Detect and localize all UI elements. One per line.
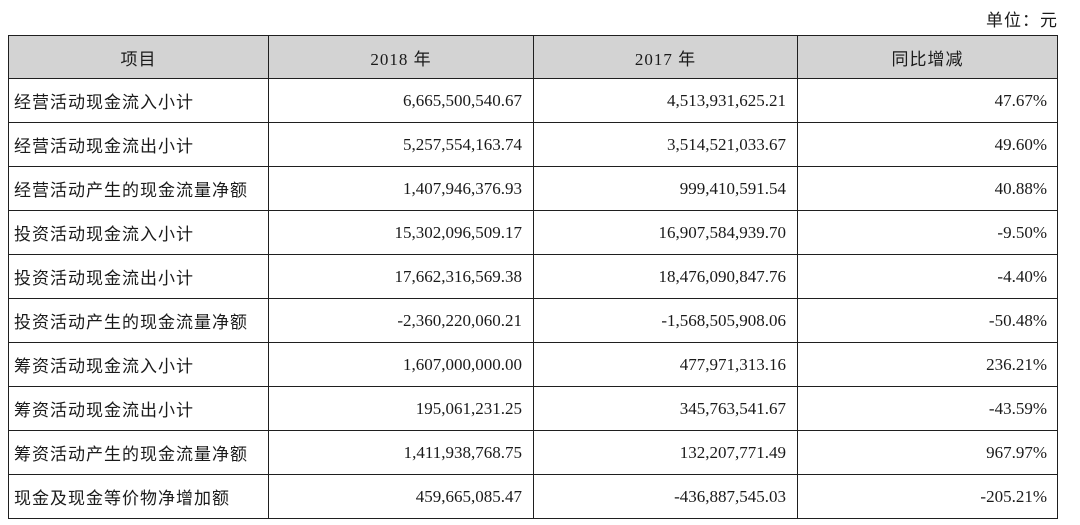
cell-item-label: 筹资活动现金流出小计 [8, 386, 269, 431]
cell-value-2017: 4,513,931,625.21 [533, 78, 798, 123]
table-row: 筹资活动产生的现金流量净额 1,411,938,768.75 132,207,7… [8, 430, 1058, 475]
cell-item-label: 经营活动产生的现金流量净额 [8, 166, 269, 211]
cell-value-2017: 18,476,090,847.76 [533, 254, 798, 299]
cell-value-2018: 459,665,085.47 [268, 474, 534, 519]
cell-item-label: 筹资活动现金流入小计 [8, 342, 269, 387]
cell-value-2017: -1,568,505,908.06 [533, 298, 798, 343]
header-cell-change: 同比增减 [797, 35, 1058, 79]
cell-value-2018: 1,411,938,768.75 [268, 430, 534, 475]
header-cell-2017: 2017 年 [533, 35, 798, 79]
cell-value-2017: 477,971,313.16 [533, 342, 798, 387]
cash-flow-table: 项目 2018 年 2017 年 同比增减 经营活动现金流入小计 6,665,5… [8, 35, 1058, 519]
table-row: 现金及现金等价物净增加额 459,665,085.47 -436,887,545… [8, 474, 1058, 519]
table-row: 投资活动现金流入小计 15,302,096,509.17 16,907,584,… [8, 210, 1058, 255]
cell-value-2018: 195,061,231.25 [268, 386, 534, 431]
cell-value-change: -9.50% [797, 210, 1058, 255]
unit-label: 单位：元 [986, 11, 1058, 30]
cell-value-2017: -436,887,545.03 [533, 474, 798, 519]
cell-value-change: -4.40% [797, 254, 1058, 299]
cell-value-2018: 6,665,500,540.67 [268, 78, 534, 123]
cell-value-2018: 5,257,554,163.74 [268, 122, 534, 167]
table-row: 投资活动产生的现金流量净额 -2,360,220,060.21 -1,568,5… [8, 298, 1058, 343]
table-row: 经营活动现金流入小计 6,665,500,540.67 4,513,931,62… [8, 78, 1058, 123]
cell-value-2018: 15,302,096,509.17 [268, 210, 534, 255]
table-row: 筹资活动现金流出小计 195,061,231.25 345,763,541.67… [8, 386, 1058, 431]
cell-value-2017: 999,410,591.54 [533, 166, 798, 211]
cell-value-change: 967.97% [797, 430, 1058, 475]
table-body: 经营活动现金流入小计 6,665,500,540.67 4,513,931,62… [8, 78, 1058, 519]
table-row: 经营活动产生的现金流量净额 1,407,946,376.93 999,410,5… [8, 166, 1058, 211]
cell-value-change: 47.67% [797, 78, 1058, 123]
cell-value-change: 236.21% [797, 342, 1058, 387]
cell-value-2017: 16,907,584,939.70 [533, 210, 798, 255]
cell-value-change: -50.48% [797, 298, 1058, 343]
cell-item-label: 投资活动产生的现金流量净额 [8, 298, 269, 343]
cell-value-2017: 132,207,771.49 [533, 430, 798, 475]
cell-value-2018: -2,360,220,060.21 [268, 298, 534, 343]
cell-item-label: 现金及现金等价物净增加额 [8, 474, 269, 519]
cell-value-2017: 345,763,541.67 [533, 386, 798, 431]
cell-value-change: 40.88% [797, 166, 1058, 211]
cell-value-2017: 3,514,521,033.67 [533, 122, 798, 167]
cell-value-change: -43.59% [797, 386, 1058, 431]
header-cell-item: 项目 [8, 35, 269, 79]
cell-item-label: 投资活动现金流出小计 [8, 254, 269, 299]
table-row: 投资活动现金流出小计 17,662,316,569.38 18,476,090,… [8, 254, 1058, 299]
cell-value-change: 49.60% [797, 122, 1058, 167]
table-row: 筹资活动现金流入小计 1,607,000,000.00 477,971,313.… [8, 342, 1058, 387]
cell-value-2018: 1,607,000,000.00 [268, 342, 534, 387]
table-row: 经营活动现金流出小计 5,257,554,163.74 3,514,521,03… [8, 122, 1058, 167]
cell-item-label: 经营活动现金流入小计 [8, 78, 269, 123]
cell-value-2018: 17,662,316,569.38 [268, 254, 534, 299]
cell-value-change: -205.21% [797, 474, 1058, 519]
cell-value-2018: 1,407,946,376.93 [268, 166, 534, 211]
cell-item-label: 经营活动现金流出小计 [8, 122, 269, 167]
header-cell-2018: 2018 年 [268, 35, 534, 79]
cell-item-label: 投资活动现金流入小计 [8, 210, 269, 255]
cell-item-label: 筹资活动产生的现金流量净额 [8, 430, 269, 475]
table-header-row: 项目 2018 年 2017 年 同比增减 [8, 35, 1058, 79]
